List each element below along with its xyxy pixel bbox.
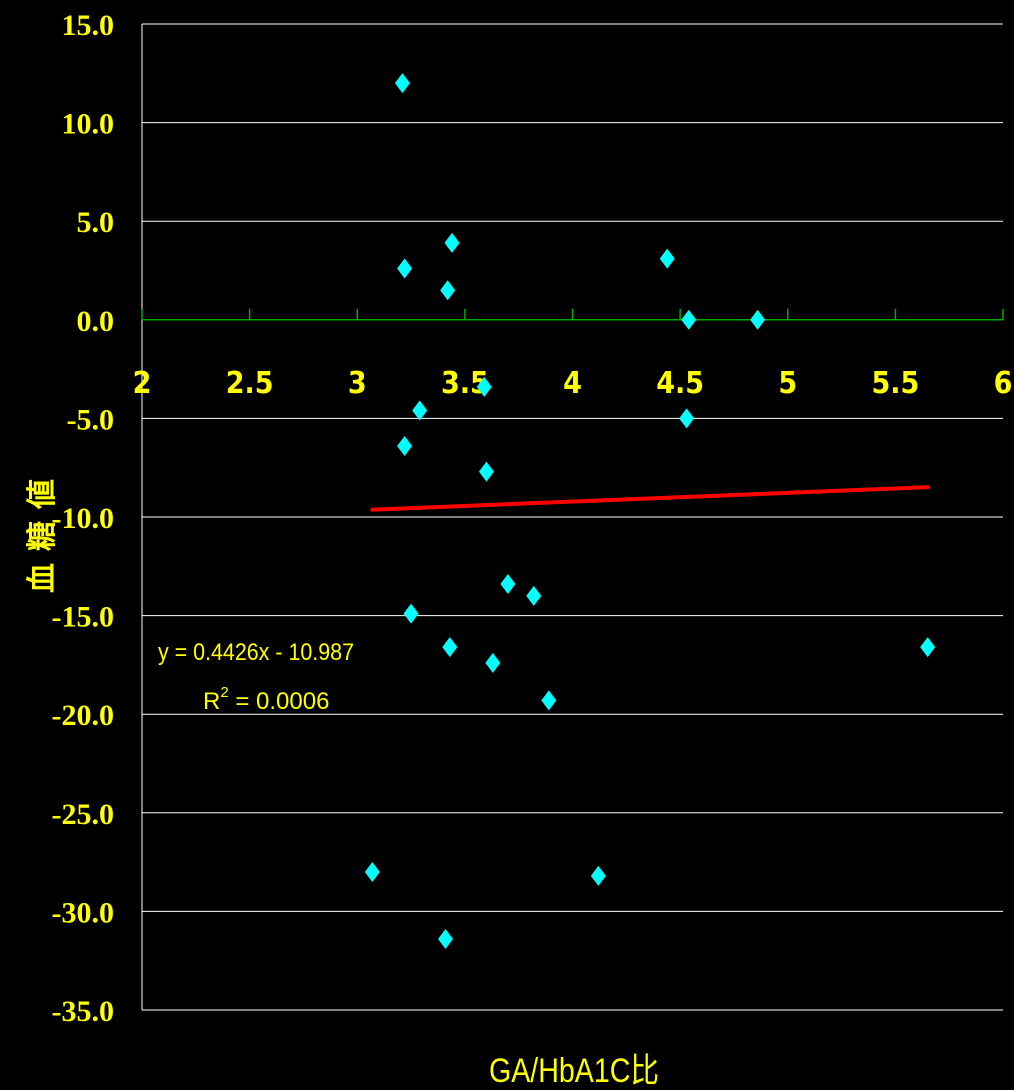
x-axis-title: GA/HbA1C比 bbox=[489, 1052, 659, 1090]
data-point bbox=[476, 376, 492, 397]
y-tick-label: -5.0 bbox=[67, 403, 115, 436]
data-point bbox=[442, 637, 458, 658]
data-point bbox=[590, 865, 606, 886]
data-points bbox=[364, 73, 936, 950]
x-tick-label: 2 bbox=[133, 366, 152, 401]
y-tick-label: -15.0 bbox=[52, 601, 115, 634]
data-point bbox=[500, 574, 516, 595]
y-tick-label: -35.0 bbox=[52, 995, 115, 1028]
data-point bbox=[679, 408, 695, 429]
x-tick-label: 2.5 bbox=[226, 366, 274, 401]
axes bbox=[141, 24, 1004, 1010]
data-point bbox=[438, 929, 454, 950]
y-tick-label: -20.0 bbox=[52, 699, 115, 732]
x-tick-label: 4 bbox=[563, 366, 582, 401]
x-tick-label: 5.5 bbox=[871, 366, 919, 401]
x-tick-label: 3 bbox=[348, 366, 367, 401]
data-point bbox=[526, 585, 542, 606]
x-tick-label: 6 bbox=[994, 366, 1013, 401]
trendline bbox=[370, 485, 930, 512]
data-point bbox=[412, 400, 428, 421]
y-tick-label: -25.0 bbox=[52, 798, 115, 831]
r-squared-superscript: 2 bbox=[220, 684, 228, 701]
y-tick-label: 15.0 bbox=[62, 9, 115, 42]
data-point bbox=[681, 309, 697, 330]
y-tick-label: -30.0 bbox=[52, 896, 115, 929]
data-point bbox=[485, 652, 501, 673]
data-point bbox=[364, 861, 380, 882]
data-point bbox=[659, 248, 675, 269]
trendline-group bbox=[370, 485, 930, 512]
gridlines bbox=[142, 23, 1003, 1011]
data-point bbox=[440, 280, 456, 301]
y-tick-label: 5.0 bbox=[77, 206, 115, 239]
data-point bbox=[478, 461, 494, 482]
y-tick-label: 10.0 bbox=[62, 108, 115, 141]
data-point bbox=[397, 258, 413, 279]
y-tick-labels: 15.0 10.0 5.0 0.0 -5.0 -10.0 -15.0 -20.0 -25.0 -3… bbox=[52, 9, 115, 1028]
data-point bbox=[397, 436, 413, 457]
y-axis-title: 血糖値 bbox=[25, 467, 60, 593]
data-point bbox=[541, 690, 557, 711]
x-tick-labels: 2 2.5 3 3.5 4 4.5 5 5.5 6 bbox=[133, 366, 1013, 401]
r-squared-annotation: R2 = 0.0006 bbox=[203, 684, 329, 715]
data-point bbox=[403, 603, 419, 624]
x-tick-label: 4.5 bbox=[656, 366, 704, 401]
r-squared-value: = 0.0006 bbox=[229, 688, 330, 715]
data-point bbox=[750, 309, 766, 330]
equation-annotation: y = 0.4426x - 10.987 bbox=[158, 639, 354, 666]
y-tick-label: 0.0 bbox=[77, 305, 115, 338]
x-tick-label: 5 bbox=[778, 366, 797, 401]
data-point bbox=[394, 73, 410, 94]
r-squared-prefix: R bbox=[203, 688, 220, 715]
data-point bbox=[444, 232, 460, 253]
y-tick-label: -10.0 bbox=[52, 502, 115, 535]
data-point bbox=[920, 637, 936, 658]
